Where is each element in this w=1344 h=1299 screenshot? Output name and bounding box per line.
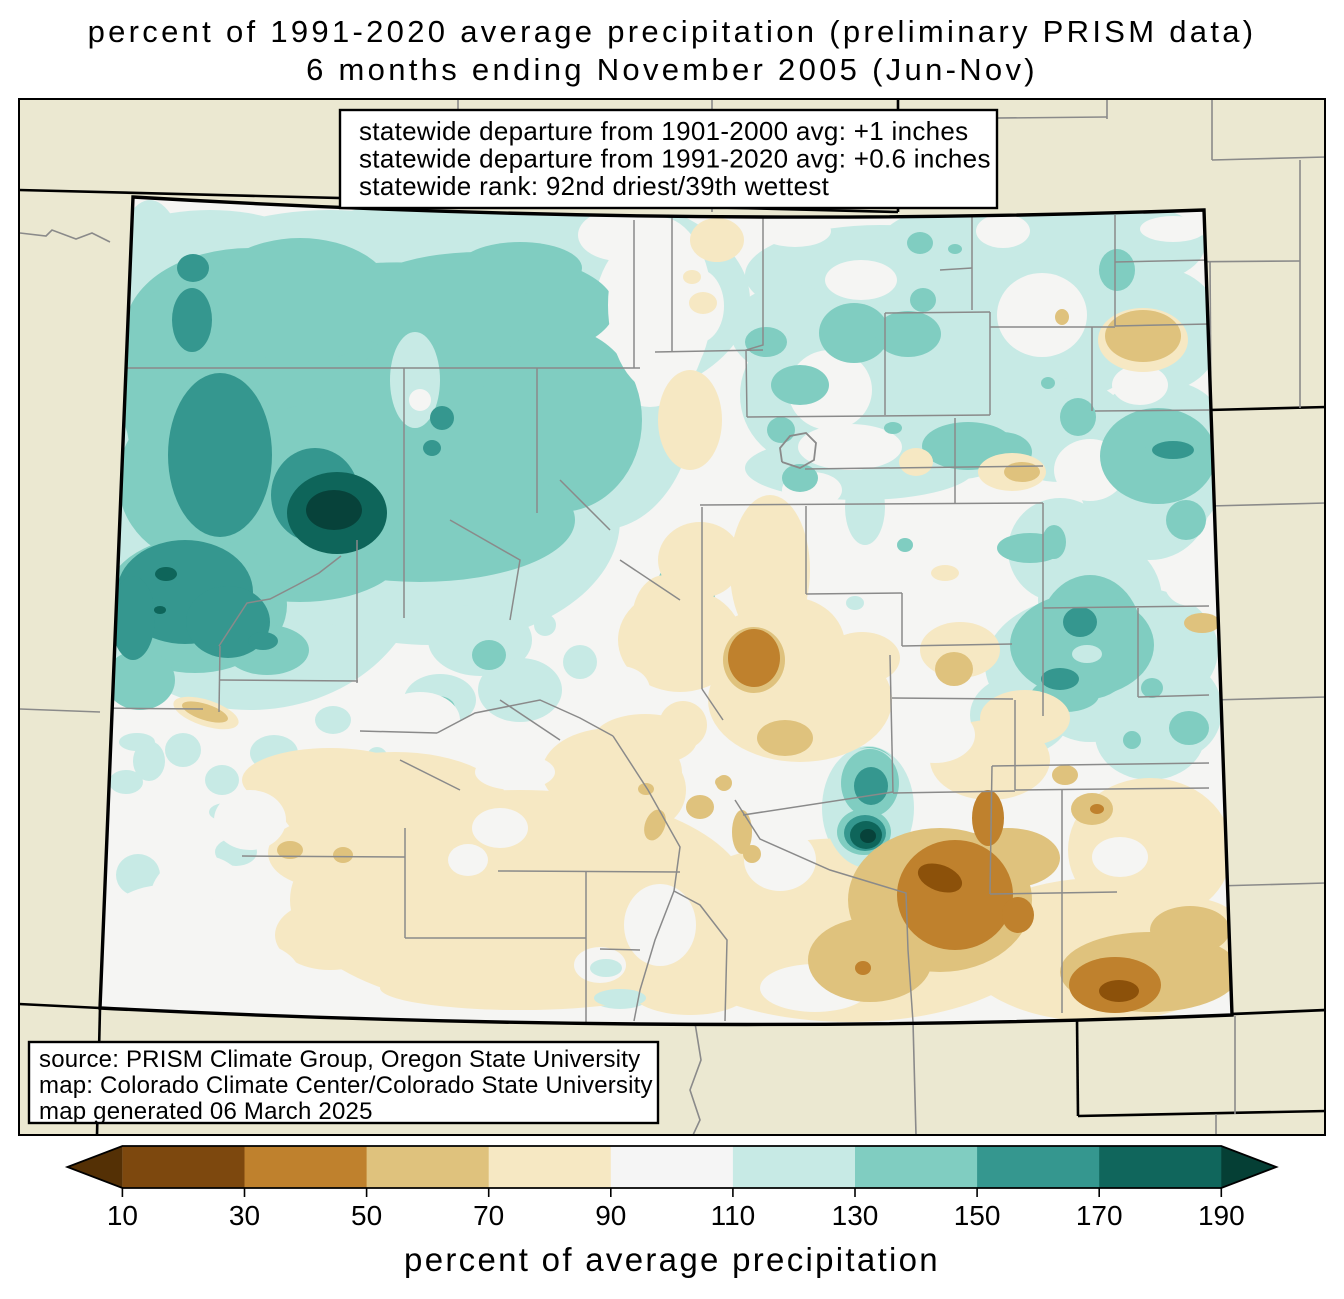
svg-text:source: PRISM Climate Group, O: source: PRISM Climate Group, Oregon Stat…: [39, 1046, 640, 1073]
svg-text:percent of 1991-2020 average p: percent of 1991-2020 average precipitati…: [88, 14, 1257, 49]
svg-text:70: 70: [473, 1200, 504, 1231]
svg-text:150: 150: [954, 1200, 1001, 1231]
svg-text:10: 10: [107, 1200, 138, 1231]
svg-text:50: 50: [351, 1200, 382, 1231]
svg-text:90: 90: [595, 1200, 626, 1231]
svg-text:statewide rank: 92nd driest/39: statewide rank: 92nd driest/39th wettest: [359, 171, 830, 201]
svg-text:statewide departure from 1901-: statewide departure from 1901-2000 avg: …: [359, 116, 968, 146]
svg-text:map: Colorado Climate Center/C: map: Colorado Climate Center/Colorado St…: [39, 1072, 653, 1099]
svg-text:170: 170: [1076, 1200, 1123, 1231]
svg-text:190: 190: [1198, 1200, 1245, 1231]
svg-text:110: 110: [711, 1200, 756, 1231]
svg-text:map generated 06 March 2025: map generated 06 March 2025: [39, 1098, 373, 1125]
svg-text:6 months ending November 2005: 6 months ending November 2005 (Jun-Nov): [306, 52, 1038, 87]
svg-text:130: 130: [832, 1200, 879, 1231]
svg-text:30: 30: [229, 1200, 260, 1231]
svg-text:percent of average precipitati: percent of average precipitation: [404, 1241, 940, 1278]
svg-text:statewide departure from 1991-: statewide departure from 1991-2020 avg: …: [359, 144, 991, 174]
